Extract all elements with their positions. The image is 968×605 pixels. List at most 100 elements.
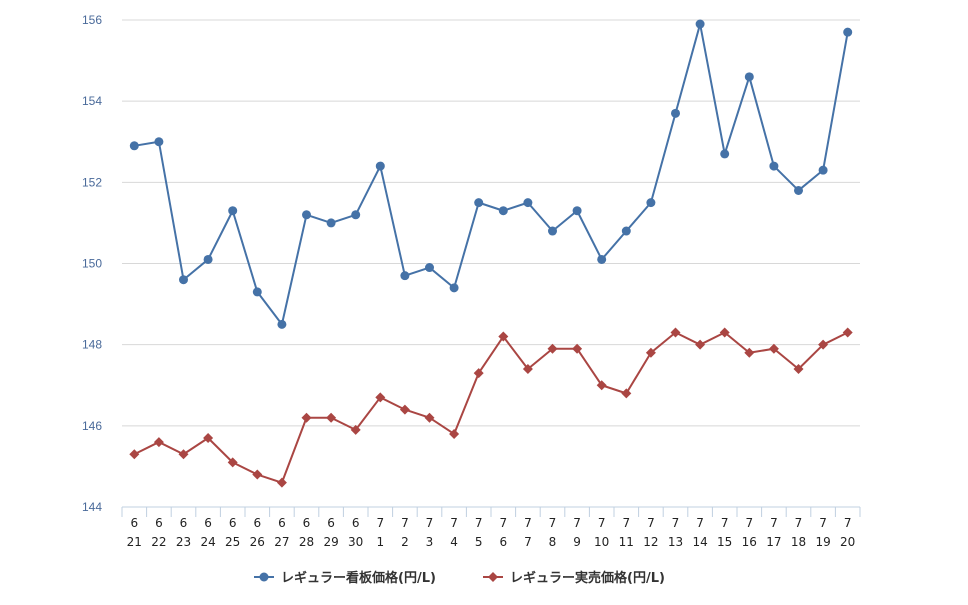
data-point[interactable] xyxy=(129,449,140,460)
grid-lines xyxy=(122,19,860,427)
data-point[interactable] xyxy=(768,343,779,354)
data-point[interactable] xyxy=(498,331,509,342)
data-point[interactable] xyxy=(621,226,631,236)
data-point[interactable] xyxy=(227,457,238,468)
data-point[interactable] xyxy=(179,275,188,285)
legend-label-series-1: レギュラー看板価格(円/L) xyxy=(281,570,436,586)
data-point[interactable] xyxy=(252,469,263,480)
legend-marker-circle-icon xyxy=(259,572,269,582)
x-tick-label-day: 28 xyxy=(299,535,314,549)
x-tick-label-month: 6 xyxy=(278,516,286,530)
x-tick-label-day: 21 xyxy=(127,535,142,549)
data-point[interactable] xyxy=(399,404,410,415)
data-point[interactable] xyxy=(449,283,459,293)
data-point[interactable] xyxy=(178,449,189,460)
x-tick-label-day: 7 xyxy=(524,535,532,549)
data-point[interactable] xyxy=(719,327,730,338)
x-tick-label-day: 15 xyxy=(717,535,732,549)
legend-item-series-2[interactable]: レギュラー実売価格(円/L) xyxy=(483,570,665,586)
x-tick-label-month: 7 xyxy=(475,516,483,530)
x-tick-label-month: 7 xyxy=(549,516,557,530)
x-tick-label-day: 27 xyxy=(274,535,289,549)
data-point[interactable] xyxy=(720,149,730,159)
data-point[interactable] xyxy=(228,206,238,216)
data-point[interactable] xyxy=(818,165,828,175)
x-tick-label-month: 7 xyxy=(401,516,409,530)
data-point[interactable] xyxy=(769,161,779,171)
data-point[interactable] xyxy=(793,364,804,375)
data-point[interactable] xyxy=(695,19,705,29)
x-tick-label-day: 2 xyxy=(401,535,409,549)
data-point[interactable] xyxy=(375,161,385,171)
data-point[interactable] xyxy=(350,424,361,435)
x-tick-label-day: 1 xyxy=(376,535,384,549)
data-point[interactable] xyxy=(424,412,435,423)
data-point[interactable] xyxy=(670,327,681,338)
data-point[interactable] xyxy=(326,218,336,228)
data-point[interactable] xyxy=(843,27,853,37)
x-tick-label-day: 25 xyxy=(225,535,240,549)
x-tick-label-day: 20 xyxy=(840,535,855,549)
x-tick-label-day: 22 xyxy=(151,535,166,549)
data-point[interactable] xyxy=(154,137,164,147)
x-tick-label-month: 7 xyxy=(376,516,384,530)
x-tick-label-month: 7 xyxy=(499,516,507,530)
y-tick-label: 148 xyxy=(82,338,102,352)
x-tick-label-day: 17 xyxy=(766,535,781,549)
data-point[interactable] xyxy=(351,210,361,220)
data-point[interactable] xyxy=(646,198,656,208)
data-point[interactable] xyxy=(449,428,460,439)
data-point[interactable] xyxy=(153,437,164,448)
data-point[interactable] xyxy=(645,347,656,358)
data-point[interactable] xyxy=(671,108,680,118)
x-tick-label-month: 7 xyxy=(844,516,852,530)
x-tick-label-day: 29 xyxy=(323,535,338,549)
data-point[interactable] xyxy=(276,477,287,488)
x-tick-label-day: 26 xyxy=(250,535,265,549)
data-point[interactable] xyxy=(473,368,484,379)
x-tick-label-month: 7 xyxy=(770,516,778,530)
x-tick-label-month: 6 xyxy=(229,516,237,530)
data-point[interactable] xyxy=(522,364,533,375)
x-tick-label-month: 6 xyxy=(130,516,138,530)
y-tick-label: 154 xyxy=(82,94,102,108)
data-point[interactable] xyxy=(302,210,311,220)
data-point[interactable] xyxy=(842,327,853,338)
y-tick-label: 144 xyxy=(82,500,102,514)
data-point[interactable] xyxy=(129,141,139,151)
data-point[interactable] xyxy=(203,433,214,444)
x-tick-label-day: 13 xyxy=(668,535,683,549)
data-point[interactable] xyxy=(474,198,484,208)
data-point[interactable] xyxy=(744,347,755,358)
data-point[interactable] xyxy=(523,198,533,208)
data-point[interactable] xyxy=(794,185,803,195)
x-tick-label-month: 7 xyxy=(524,516,532,530)
x-tick-label-month: 7 xyxy=(745,516,753,530)
data-point[interactable] xyxy=(744,72,754,82)
data-point[interactable] xyxy=(498,206,508,216)
data-point[interactable] xyxy=(277,319,287,329)
data-point[interactable] xyxy=(572,343,583,354)
data-point[interactable] xyxy=(818,339,829,350)
data-point[interactable] xyxy=(621,388,632,399)
data-point[interactable] xyxy=(252,287,262,297)
data-point[interactable] xyxy=(326,412,337,423)
data-point[interactable] xyxy=(596,380,607,391)
data-point[interactable] xyxy=(425,263,434,273)
x-tick-label-day: 3 xyxy=(426,535,434,549)
data-point[interactable] xyxy=(695,339,706,350)
data-point[interactable] xyxy=(572,206,582,216)
data-point[interactable] xyxy=(548,226,557,236)
data-point[interactable] xyxy=(597,254,607,264)
legend-label-series-2: レギュラー実売価格(円/L) xyxy=(510,570,665,586)
legend-item-series-1[interactable]: レギュラー看板価格(円/L) xyxy=(254,570,436,586)
x-tick-label-day: 30 xyxy=(348,535,363,549)
data-point[interactable] xyxy=(400,271,410,281)
data-point[interactable] xyxy=(547,343,558,354)
x-tick-label-month: 6 xyxy=(327,516,335,530)
x-tick-label-day: 23 xyxy=(176,535,191,549)
data-point[interactable] xyxy=(375,392,386,403)
data-point[interactable] xyxy=(301,412,312,423)
x-tick-label-month: 7 xyxy=(426,516,434,530)
data-point[interactable] xyxy=(203,254,213,264)
